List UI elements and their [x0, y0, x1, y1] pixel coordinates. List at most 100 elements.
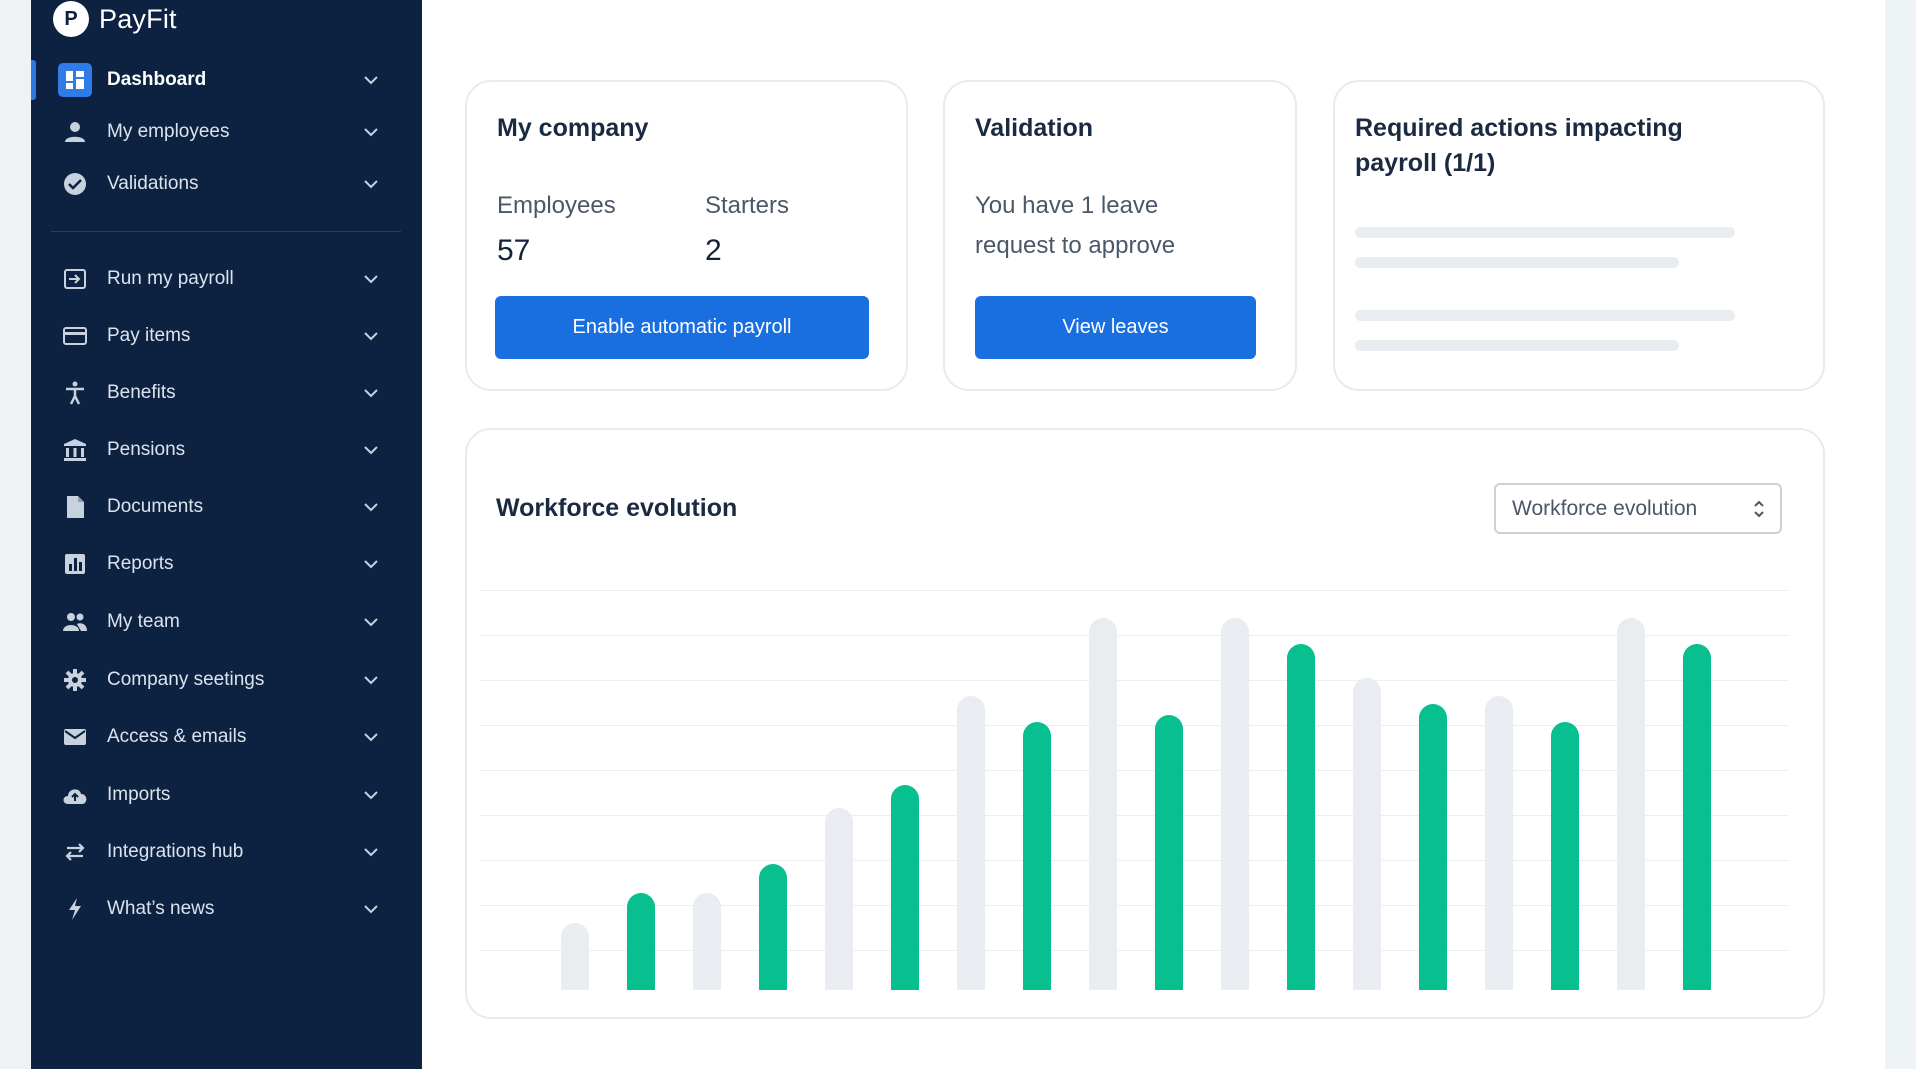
- sidebar-item-label: Documents: [107, 496, 204, 517]
- bar-chart-icon: [61, 550, 89, 578]
- sidebar-item-validations[interactable]: Validations: [31, 160, 422, 208]
- sidebar-divider: [51, 231, 401, 232]
- credit-card-icon: [61, 322, 89, 350]
- sidebar-item-reports[interactable]: Reports: [31, 540, 422, 588]
- sidebar-item-whats-news[interactable]: What’s news: [31, 885, 422, 933]
- workforce-evolution-select[interactable]: Workforce evolution: [1494, 483, 1782, 534]
- chart-grid-line: [479, 950, 1789, 951]
- chart-bar-gray: [1617, 618, 1645, 990]
- chart-bar-green: [1155, 714, 1183, 990]
- view-leaves-button[interactable]: View leaves: [975, 296, 1256, 359]
- chevron-down-icon: [361, 70, 381, 90]
- sidebar-item-label: My employees: [107, 121, 230, 142]
- chart-grid-line: [479, 815, 1789, 816]
- dashboard-icon: [58, 63, 92, 97]
- my-company-title: My company: [497, 114, 649, 142]
- sidebar-item-benefits[interactable]: Benefits: [31, 369, 422, 417]
- sidebar-item-run-my-payroll[interactable]: Run my payroll: [31, 255, 422, 303]
- sidebar-item-imports[interactable]: Imports: [31, 771, 422, 819]
- sidebar-item-label: Run my payroll: [107, 268, 234, 289]
- swap-arrows-icon: [61, 838, 89, 866]
- sidebar-item-pensions[interactable]: Pensions: [31, 426, 422, 474]
- chevron-down-icon: [361, 326, 381, 346]
- chevron-down-icon: [361, 174, 381, 194]
- chart-grid-line: [479, 905, 1789, 906]
- active-indicator: [31, 60, 36, 100]
- starters-label: Starters: [705, 192, 790, 219]
- chart-bar-green: [759, 863, 787, 990]
- chart-grid-line: [479, 770, 1789, 771]
- mail-icon: [61, 723, 89, 751]
- sidebar-item-label: Pensions: [107, 439, 186, 460]
- skeleton-line: [1355, 340, 1679, 351]
- chart-bar-green: [1419, 703, 1447, 990]
- gear-icon: [61, 666, 89, 694]
- sidebar-item-label: Reports: [107, 553, 174, 574]
- sidebar-item-label: Imports: [107, 784, 171, 805]
- chart-bar-gray: [957, 696, 985, 990]
- logo-letter: P: [64, 7, 78, 30]
- cloud-upload-icon: [61, 781, 89, 809]
- chevron-down-icon: [361, 383, 381, 403]
- chart-bar-green: [1551, 722, 1579, 990]
- required-actions-card: Required actions impacting payroll (1/1): [1333, 80, 1825, 391]
- sidebar-item-my-employees[interactable]: My employees: [31, 108, 422, 156]
- enable-automatic-payroll-button[interactable]: Enable automatic payroll: [495, 296, 869, 359]
- lightning-icon: [61, 895, 89, 923]
- window-left-edge: [0, 0, 31, 1069]
- chevron-down-icon: [361, 612, 381, 632]
- workforce-evolution-card: Workforce evolution Workforce evolution: [465, 428, 1825, 1019]
- chart-bar-gray: [1485, 696, 1513, 990]
- chart-bar-green: [891, 785, 919, 990]
- required-actions-title-line-1: Required actions impacting: [1355, 114, 1683, 142]
- chevron-down-icon: [361, 497, 381, 517]
- employees-value: 57: [497, 234, 531, 267]
- chart-bar-gray: [561, 923, 589, 990]
- select-value: Workforce evolution: [1512, 496, 1698, 520]
- window-right-edge: [1885, 0, 1916, 1069]
- chart-grid-line: [479, 860, 1789, 861]
- validation-title: Validation: [975, 114, 1094, 142]
- required-actions-title-line-2: payroll (1/1): [1355, 149, 1496, 177]
- brand-name: PayFit: [99, 3, 177, 34]
- chart-bar-gray: [1089, 618, 1117, 990]
- chart-grid-line: [479, 635, 1789, 636]
- sidebar: P PayFit Dashboard My employees Validati…: [31, 0, 422, 1069]
- chart-grid-line: [479, 680, 1789, 681]
- sidebar-item-company-settings[interactable]: Company seetings: [31, 656, 422, 704]
- chart-bar-green: [627, 893, 655, 990]
- sidebar-item-label: Benefits: [107, 382, 176, 403]
- sidebar-item-documents[interactable]: Documents: [31, 483, 422, 531]
- sidebar-item-label: Dashboard: [107, 69, 207, 90]
- sidebar-item-access-emails[interactable]: Access & emails: [31, 713, 422, 761]
- chart-grid-line: [479, 590, 1789, 591]
- chevron-down-icon: [361, 122, 381, 142]
- chevron-down-icon: [361, 440, 381, 460]
- sidebar-item-integrations-hub[interactable]: Integrations hub: [31, 828, 422, 876]
- brand[interactable]: P PayFit: [53, 0, 177, 38]
- chevron-down-icon: [361, 554, 381, 574]
- document-icon: [61, 493, 89, 521]
- accessibility-icon: [61, 379, 89, 407]
- skeleton-line: [1355, 310, 1735, 321]
- chevron-down-icon: [361, 785, 381, 805]
- bank-icon: [61, 436, 89, 464]
- chevron-down-icon: [361, 670, 381, 690]
- sidebar-item-label: Integrations hub: [107, 841, 244, 862]
- person-icon: [61, 118, 89, 146]
- main-content: My company Employees 57 Starters 2 Enabl…: [422, 0, 1885, 1069]
- chart-bar-green: [1287, 644, 1315, 990]
- team-icon: [61, 608, 89, 636]
- skeleton-line: [1355, 257, 1679, 268]
- chevron-down-icon: [361, 842, 381, 862]
- sidebar-item-my-team[interactable]: My team: [31, 598, 422, 646]
- chevron-down-icon: [361, 727, 381, 747]
- workforce-evolution-title: Workforce evolution: [496, 494, 738, 522]
- employees-label: Employees: [497, 192, 616, 219]
- chart-bar-gray: [1221, 618, 1249, 990]
- sidebar-item-pay-items[interactable]: Pay items: [31, 312, 422, 360]
- chart-bar-gray: [1353, 677, 1381, 990]
- sidebar-item-label: Validations: [107, 173, 199, 194]
- workforce-chart: [479, 590, 1789, 990]
- sidebar-item-dashboard[interactable]: Dashboard: [31, 56, 422, 104]
